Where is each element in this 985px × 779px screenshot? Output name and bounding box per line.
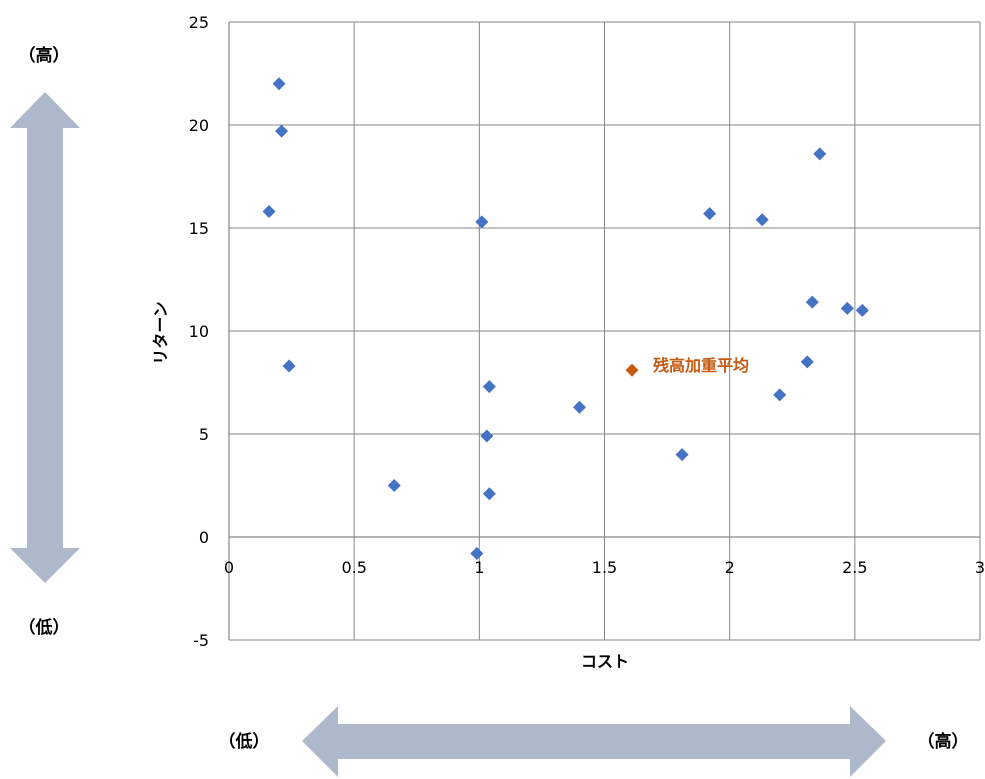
y-low-label: （低） [19, 617, 70, 638]
y-tick-labels: -5 0 5 10 15 20 25 [189, 13, 209, 650]
data-point [813, 147, 827, 161]
data-point [482, 487, 496, 501]
data-point [282, 359, 296, 373]
x-tick-labels: 0 0.5 1 1.5 2 2.5 3 [224, 558, 985, 577]
x-tick-label: 1 [474, 558, 484, 577]
data-point [387, 479, 401, 492]
data-point [805, 295, 819, 309]
highlight-label: 残高加重平均 [653, 356, 749, 375]
data-point [470, 546, 484, 560]
x-tick-label: 2 [725, 558, 735, 577]
highlight-point [625, 363, 639, 377]
data-point [755, 213, 769, 227]
y-tick-label: 0 [199, 528, 209, 547]
data-point [272, 77, 286, 91]
data-point [262, 205, 276, 219]
data-point [275, 124, 289, 138]
y-tick-label: 15 [189, 219, 209, 238]
vertical-double-arrow [10, 92, 80, 583]
y-tick-label: -5 [193, 631, 209, 650]
y-tick-label: 20 [189, 116, 209, 135]
x-tick-label: 1.5 [592, 558, 617, 577]
y-tick-label: 25 [189, 13, 209, 32]
data-point [572, 400, 586, 414]
data-point [773, 388, 787, 402]
horizontal-double-arrow [302, 706, 886, 777]
data-point [840, 301, 854, 315]
x-axis-title: コスト [581, 652, 629, 671]
x-tick-label: 0 [224, 558, 234, 577]
axes [228, 22, 980, 640]
y-tick-label: 5 [199, 425, 209, 444]
data-point [475, 215, 489, 229]
x-tick-label: 0.5 [341, 558, 366, 577]
y-axis-title: リターン [151, 301, 170, 364]
data-point [482, 380, 496, 394]
data-point [703, 207, 717, 221]
annotations: 残高加重平均 [653, 356, 749, 375]
data-point [855, 303, 869, 317]
data-point [800, 355, 814, 369]
grid-lines [228, 21, 981, 641]
x-low-label: （低） [219, 731, 270, 752]
y-high-label: （高） [19, 45, 70, 66]
x-high-label: （高） [918, 731, 969, 752]
x-tick-label: 3 [975, 558, 985, 577]
data-point [675, 448, 689, 462]
x-tick-label: 2.5 [842, 558, 867, 577]
y-tick-label: 10 [189, 322, 209, 341]
data-points [262, 77, 869, 560]
data-point [480, 429, 494, 443]
